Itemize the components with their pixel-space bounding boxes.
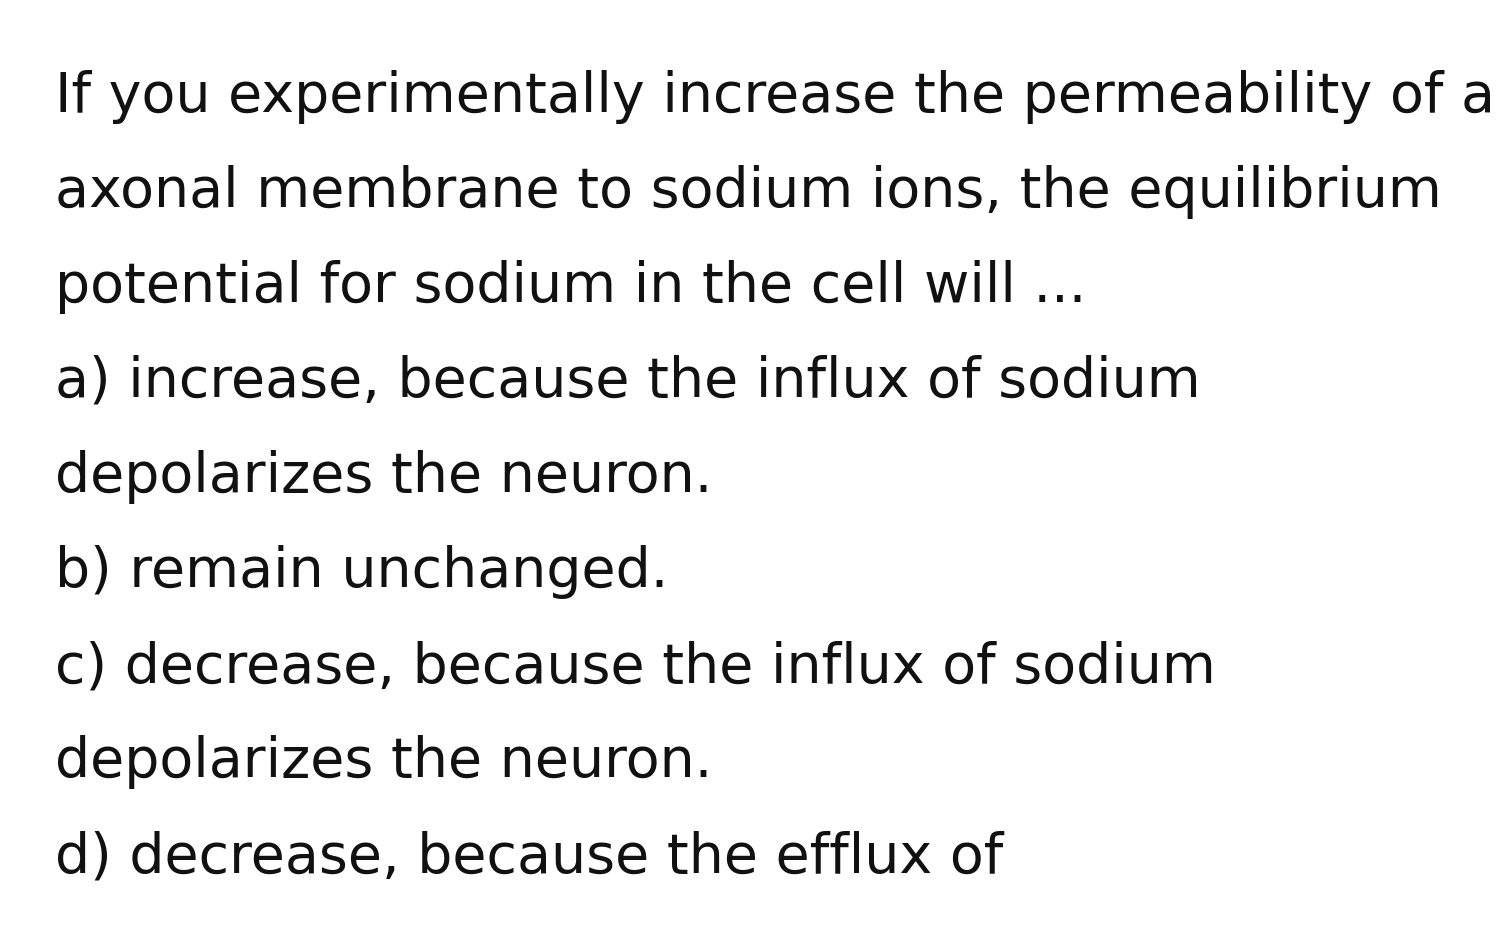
Text: a) increase, because the influx of sodium: a) increase, because the influx of sodiu… — [56, 355, 1200, 409]
Text: depolarizes the neuron.: depolarizes the neuron. — [56, 450, 712, 504]
Text: d) decrease, because the efflux of: d) decrease, because the efflux of — [56, 830, 1004, 884]
Text: potential for sodium in the cell will ...: potential for sodium in the cell will ..… — [56, 260, 1086, 314]
Text: depolarizes the neuron.: depolarizes the neuron. — [56, 735, 712, 789]
Text: If you experimentally increase the permeability of an: If you experimentally increase the perme… — [56, 70, 1500, 124]
Text: c) decrease, because the influx of sodium: c) decrease, because the influx of sodiu… — [56, 640, 1216, 694]
Text: axonal membrane to sodium ions, the equilibrium: axonal membrane to sodium ions, the equi… — [56, 165, 1442, 219]
Text: b) remain unchanged.: b) remain unchanged. — [56, 545, 669, 599]
